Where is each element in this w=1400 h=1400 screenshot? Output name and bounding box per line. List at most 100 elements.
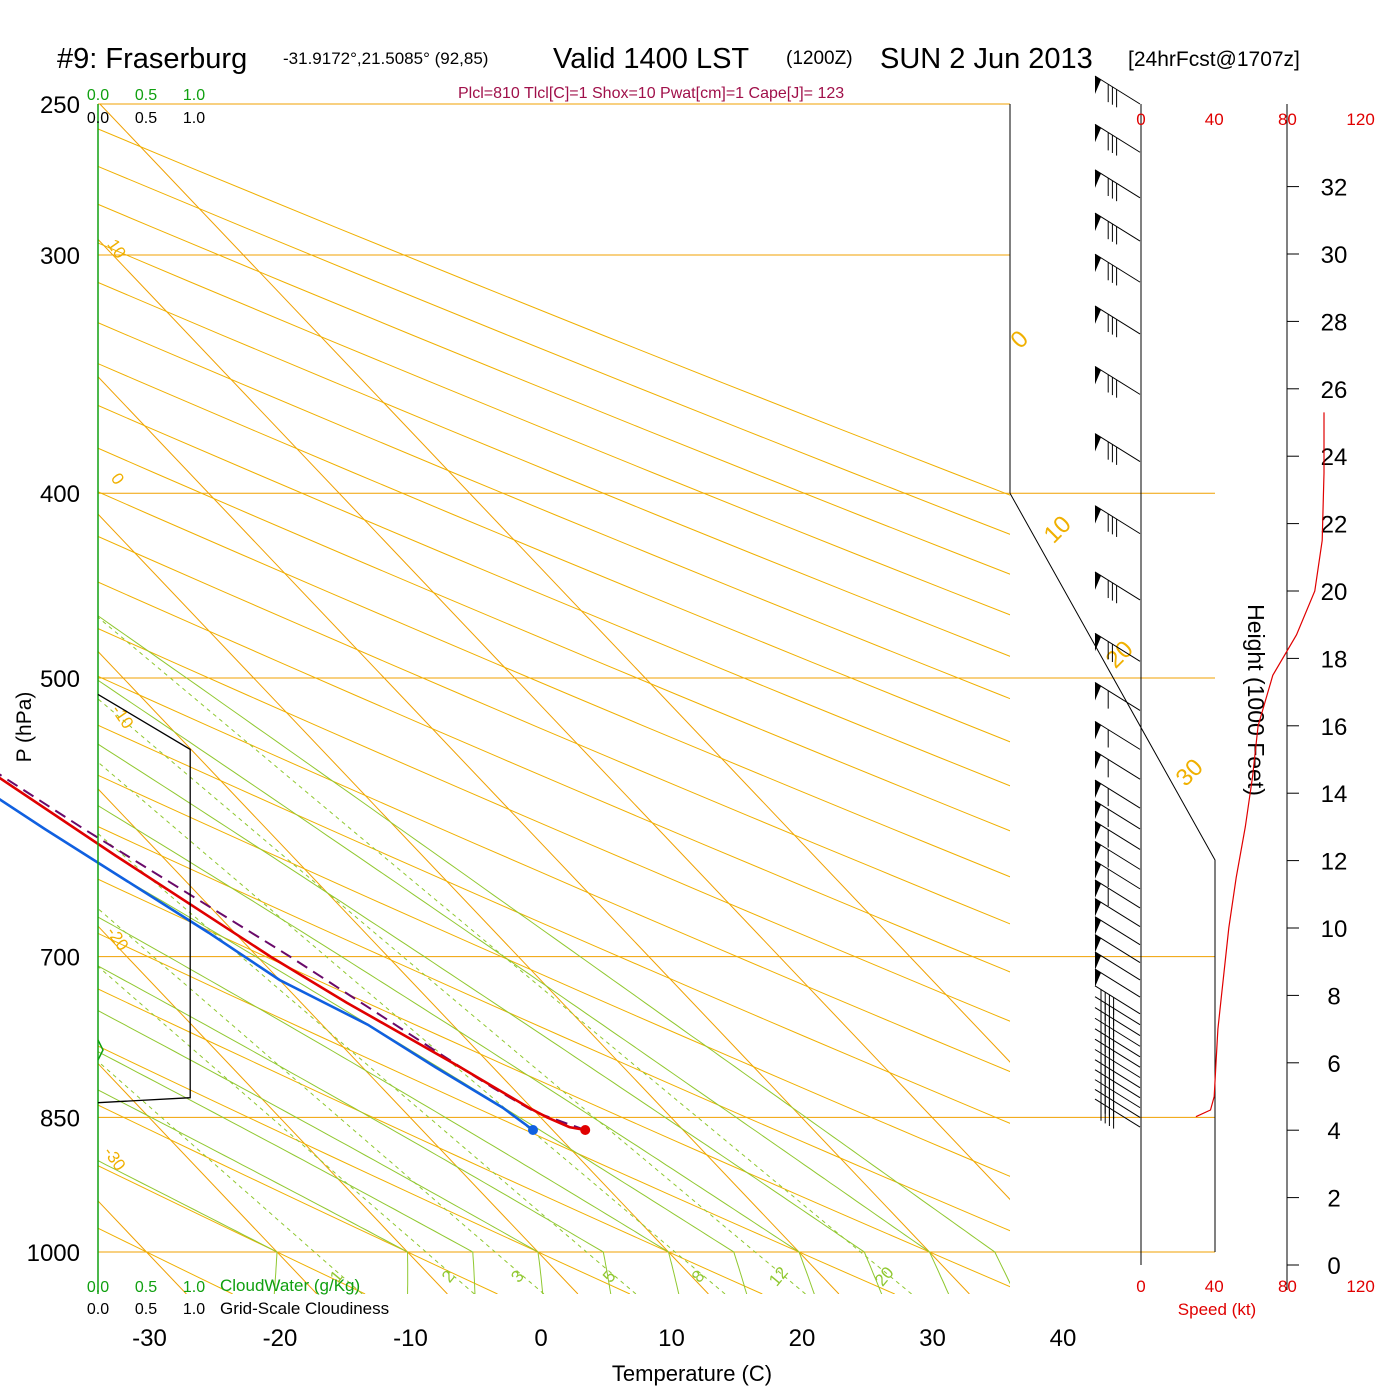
cloud-water-trace [97, 1039, 104, 1061]
speed-tick-label-top: 40 [1205, 110, 1224, 129]
moist-adiabat-line [98, 743, 883, 1294]
wind-barb [1094, 212, 1141, 245]
wind-barb [1094, 505, 1141, 537]
wind-barb-staff [1094, 1049, 1141, 1078]
isotherm-line [99, 104, 1010, 1063]
wind-barb-flag [1095, 682, 1101, 701]
cloud-water-tick: 0.0 [87, 87, 109, 104]
mixing-ratio-line [98, 907, 545, 1294]
speed-tick-label-top: 120 [1346, 110, 1374, 129]
mixing-ratio-label: 8 [688, 1267, 709, 1286]
speed-tick-label-bottom: 80 [1278, 1277, 1297, 1296]
height-tick-label: 30 [1321, 242, 1348, 269]
wind-barb-staff [1094, 1007, 1141, 1036]
forecast-label: [24hrFcst@1707z] [1128, 48, 1300, 71]
wind-barb [1094, 898, 1141, 927]
wind-barb-staff [1094, 123, 1141, 153]
indices-line: Plcl=810 Tlcl[C]=1 Shox=10 Pwat[cm]=1 Ca… [458, 85, 844, 102]
wind-barb-staff [1094, 1088, 1141, 1118]
wind-barb [1094, 934, 1141, 963]
wind-barb-flag [1095, 841, 1101, 860]
dry-adiabat-line [98, 724, 1010, 1124]
pressure-tick-label: 700 [40, 945, 80, 972]
wind-barb-staff [1094, 1098, 1141, 1128]
wind-barb [1094, 951, 1141, 981]
wind-barb-staff [1094, 1079, 1141, 1109]
mixing-ratio-line [98, 761, 726, 1294]
cloud-panel: 0.0 0.0 0.5 0.5 1.0 1.0 0.0 0.0 0.5 0.5 1.0 1.0 Clou… [87, 87, 389, 1318]
temperature-tick-label: 10 [658, 1325, 685, 1352]
wind-barb [1094, 253, 1141, 286]
mixing-ratio-line [98, 832, 637, 1294]
wind-barb-staff [1094, 916, 1141, 946]
dry-adiabat-line [98, 363, 1010, 743]
wind-barb-flag [1095, 213, 1101, 232]
surface-temperature-dot [580, 1124, 591, 1135]
cloud-water-tick: 0.5 [135, 1279, 157, 1296]
pressure-tick-label: 500 [40, 666, 80, 693]
isotherm-line [98, 788, 579, 1294]
isotherm-line [98, 513, 840, 1294]
wind-barb-flag [1095, 571, 1101, 590]
temperature-tick-label: 40 [1050, 1325, 1077, 1352]
wind-barb-staff [1094, 433, 1141, 462]
wind-barb-staff [1094, 632, 1141, 662]
height-tick-label: 32 [1321, 175, 1348, 202]
dry-adiabat-label: 0 [107, 470, 128, 489]
wind-barb-staff [1094, 934, 1141, 963]
speed-tick-label-top: 80 [1278, 110, 1297, 129]
temperature-profile [0, 776, 586, 1132]
temperature-tick-label: -30 [132, 1325, 167, 1352]
wind-barb-flag [1095, 124, 1101, 143]
height-axis-label: Height (1000 Feet) [1243, 604, 1269, 796]
dewpoint-profile [0, 797, 534, 1132]
height-tick-label: 2 [1327, 1186, 1340, 1213]
moist-adiabat-line [98, 1089, 409, 1294]
date-label: SUN 2 Jun 2013 [880, 43, 1093, 75]
mixing-ratio-label: 2 [438, 1267, 459, 1286]
dry-adiabat-line [98, 491, 1010, 878]
dry-adiabat-line [98, 128, 1010, 496]
wind-barb-staff [1094, 1059, 1141, 1089]
mixing-ratio-line [98, 1060, 363, 1294]
wind-barb [1094, 169, 1141, 202]
dry-adiabat-line [98, 628, 1010, 1022]
wind-barb [1094, 1098, 1141, 1129]
wind-barb-staff [1094, 253, 1141, 283]
station-coords: -31.9172°,21.5085° (92,85) [283, 49, 488, 68]
speed-axis-label: Speed (kt) [1178, 1300, 1256, 1319]
dry-adiabat-line [98, 1165, 366, 1294]
wind-barb-staff [1094, 800, 1141, 830]
temperature-tick-label: 20 [789, 1325, 816, 1352]
mixing-ratio-line [98, 965, 475, 1294]
dry-adiabat-line [98, 165, 1010, 535]
cloudiness-tick: 0.0 [87, 110, 109, 127]
height-tick-label: 22 [1321, 512, 1348, 539]
height-tick-label: 20 [1321, 579, 1348, 606]
wind-barb-staff [1094, 860, 1141, 890]
wind-barb-flag [1095, 969, 1101, 988]
pressure-tick-label: 400 [40, 481, 80, 508]
wind-barb-staff [1094, 720, 1141, 750]
wind-barb-staff [1094, 505, 1141, 535]
moist-adiabat-line [98, 916, 680, 1294]
cloudiness-tick: 1.0 [183, 110, 205, 127]
wind-barb [1094, 682, 1141, 711]
wind-barb-flag [1095, 751, 1101, 770]
wind-barb-staff [1094, 1017, 1141, 1047]
wind-barb [1094, 305, 1141, 338]
dry-adiabat-label: -30 [100, 1143, 130, 1174]
moist-adiabat-line [98, 1160, 278, 1294]
dry-adiabat-line [98, 281, 1010, 657]
wind-barb [1094, 800, 1141, 830]
wind-barb [1094, 916, 1141, 946]
cloudiness-axis-label: Grid-Scale Cloudiness [220, 1299, 389, 1318]
wind-barb-flag [1095, 305, 1101, 324]
wind-barb-staff [1094, 985, 1141, 1015]
height-tick-label: 24 [1321, 444, 1348, 471]
speed-tick-label-top: 0 [1136, 110, 1145, 129]
wind-barb [1094, 840, 1141, 870]
isotherm-line [98, 238, 1010, 1201]
wind-barb-flag [1095, 934, 1101, 953]
cloud-water-tick: 0.0 [87, 1279, 109, 1296]
